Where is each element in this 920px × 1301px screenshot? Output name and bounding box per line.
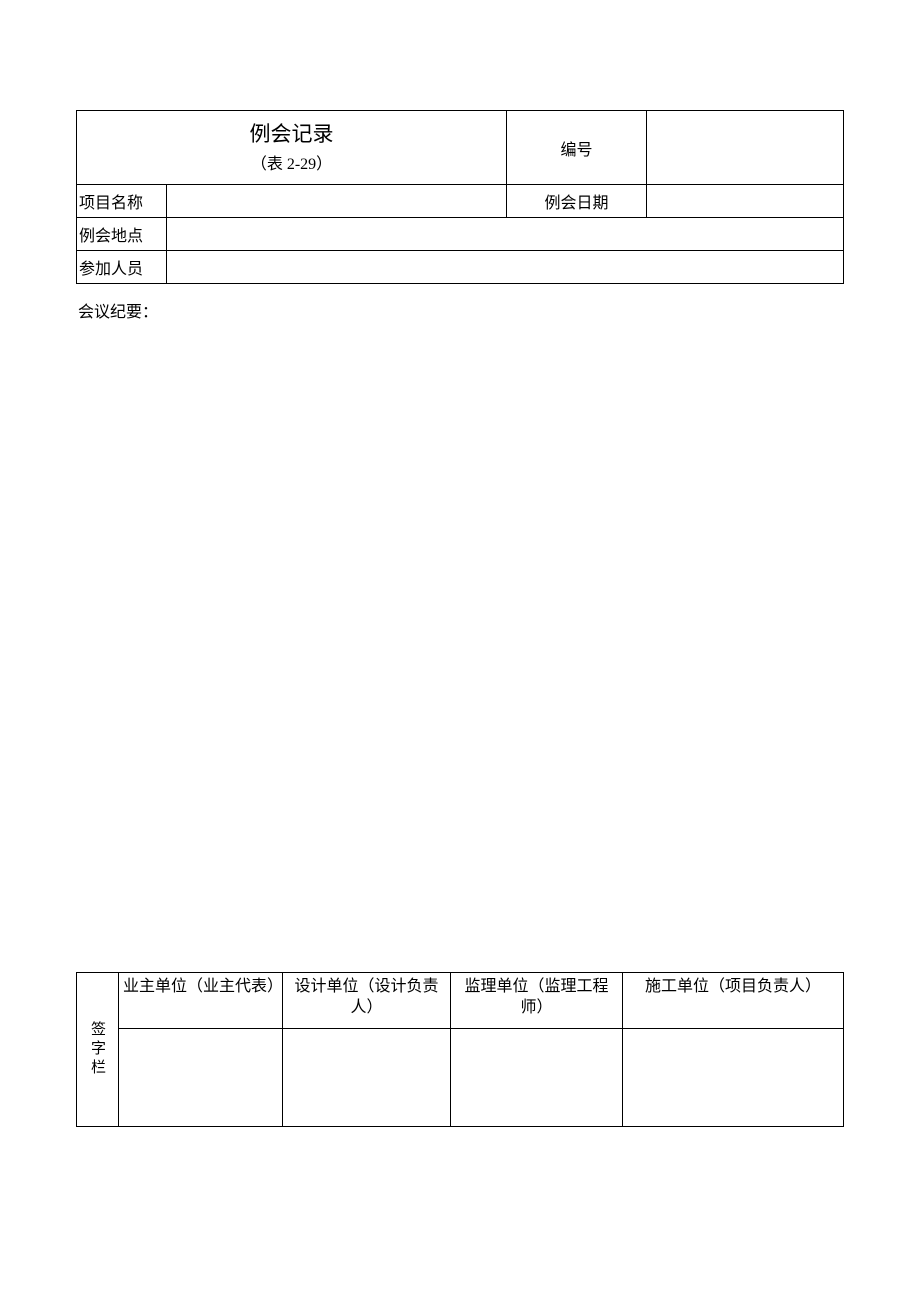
meeting-location-label: 例会地点 [77, 218, 167, 251]
signature-construction-header: 施工单位（项目负责人） [623, 973, 844, 1029]
signature-design-header: 设计单位（设计负责人） [283, 973, 451, 1029]
signature-table: 签字栏 业主单位（业主代表） 设计单位（设计负责人） 监理单位（监理工程师） 施… [76, 972, 844, 1127]
number-value[interactable] [647, 111, 844, 185]
form-title-cell: 例会记录 （表 2-29） [77, 111, 507, 185]
signature-supervision-value[interactable] [451, 1029, 623, 1127]
signature-design-value[interactable] [283, 1029, 451, 1127]
signature-column-label: 签字栏 [77, 973, 119, 1127]
minutes-label: 会议纪要： [78, 304, 158, 321]
signature-supervision-header: 监理单位（监理工程师） [451, 973, 623, 1029]
number-label: 编号 [507, 111, 647, 185]
meeting-location-value[interactable] [167, 218, 844, 251]
meeting-date-value[interactable] [647, 185, 844, 218]
signature-construction-value[interactable] [623, 1029, 844, 1127]
attendees-label: 参加人员 [77, 251, 167, 284]
form-table-ref: （表 2-29） [79, 152, 504, 178]
header-table: 例会记录 （表 2-29） 编号 项目名称 例会日期 例会地点 参加人员 [76, 110, 844, 284]
form-title: 例会记录 [79, 118, 504, 152]
project-name-value[interactable] [167, 185, 507, 218]
project-name-label: 项目名称 [77, 185, 167, 218]
signature-owner-value[interactable] [119, 1029, 283, 1127]
attendees-value[interactable] [167, 251, 844, 284]
signature-owner-header: 业主单位（业主代表） [119, 973, 283, 1029]
meeting-date-label: 例会日期 [507, 185, 647, 218]
minutes-table: 会议纪要： [76, 284, 844, 972]
minutes-content[interactable]: 会议纪要： [76, 284, 844, 972]
meeting-record-form: 例会记录 （表 2-29） 编号 项目名称 例会日期 例会地点 参加人员 会议纪… [76, 110, 844, 1127]
